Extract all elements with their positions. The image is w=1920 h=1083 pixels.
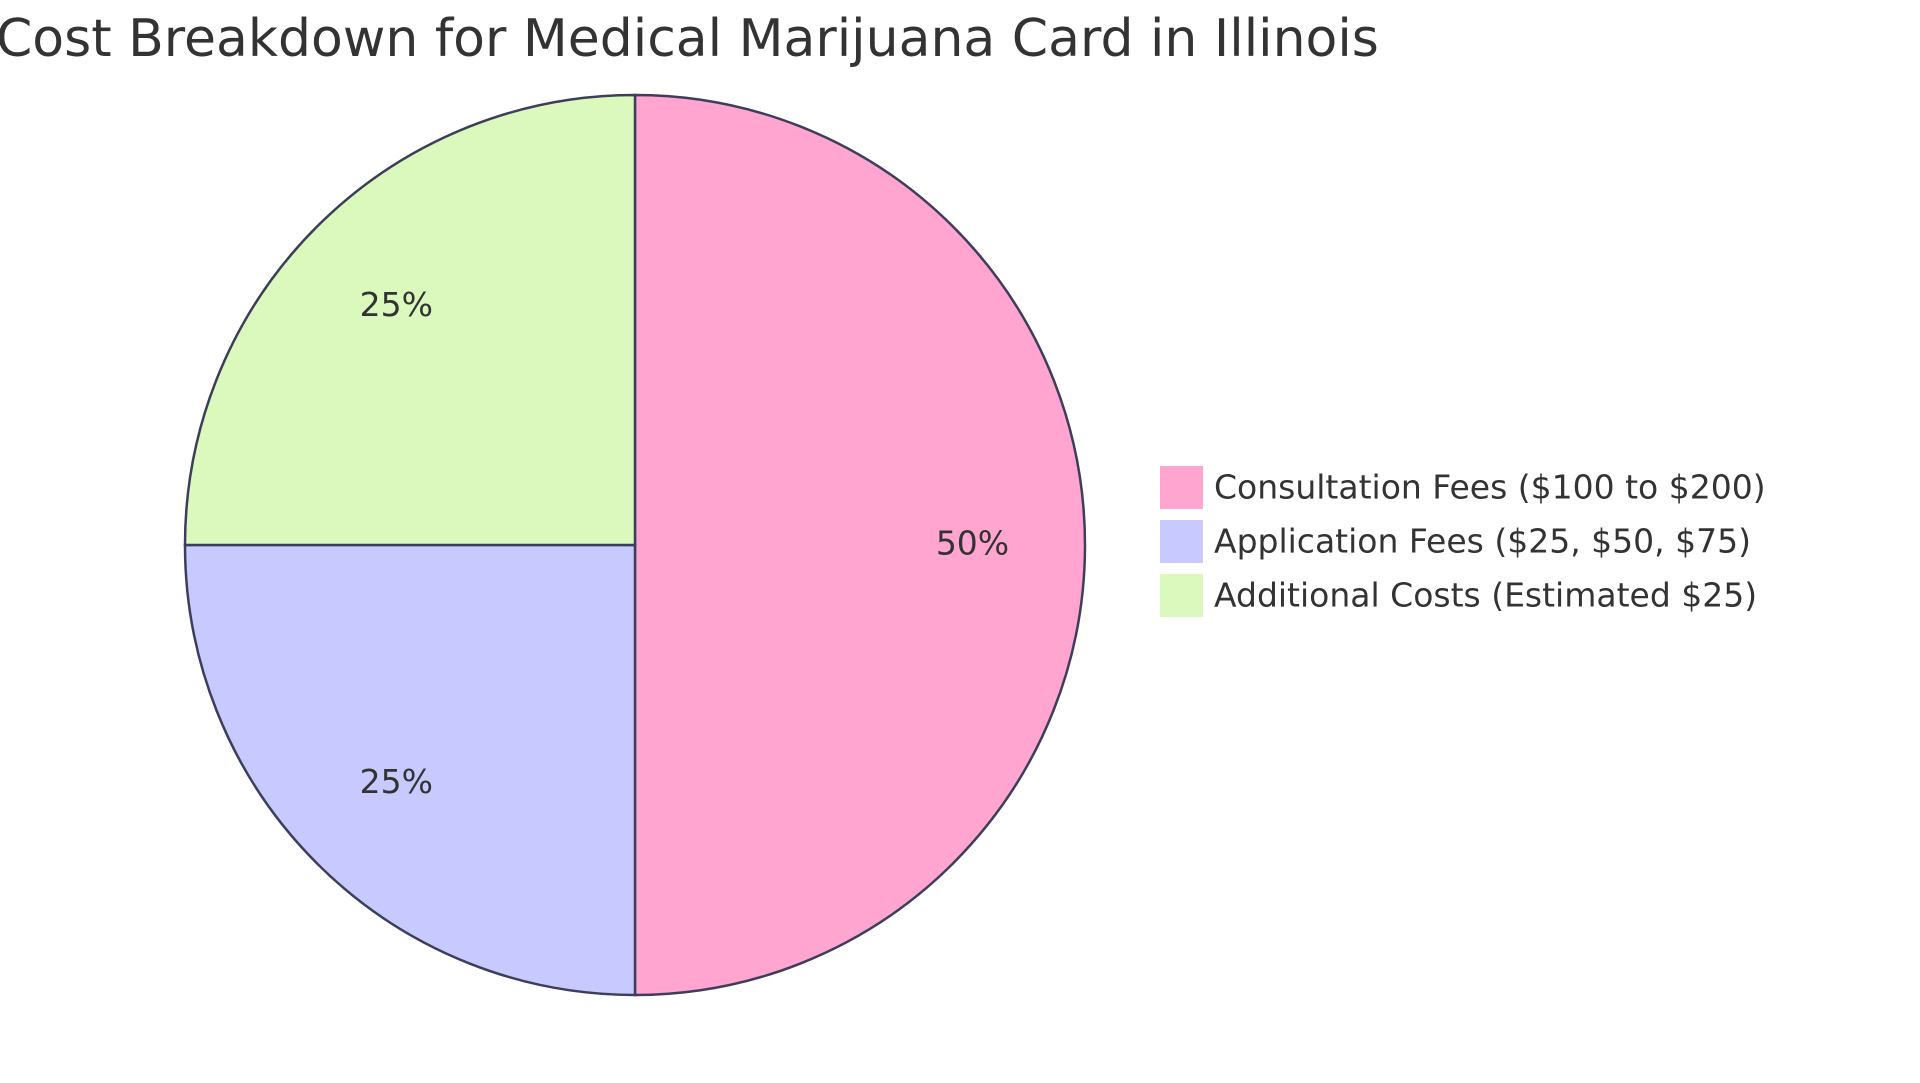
legend-label: Consultation Fees ($100 to $200) [1214,468,1766,507]
slice-label: 25% [360,762,433,801]
legend-swatch [1158,464,1205,511]
slice-label: 25% [360,285,433,324]
chart-title: Cost Breakdown for Medical Marijuana Car… [0,9,1379,69]
slice-label: 50% [936,524,1009,563]
pie-slice [183,543,637,997]
pie-slice [183,93,637,547]
pie-slice [633,93,1087,997]
legend-swatch [1158,518,1205,565]
legend-swatch [1158,572,1205,619]
legend-label: Application Fees ($25, $50, $75) [1214,522,1751,561]
legend-label: Additional Costs (Estimated $25) [1214,576,1757,615]
